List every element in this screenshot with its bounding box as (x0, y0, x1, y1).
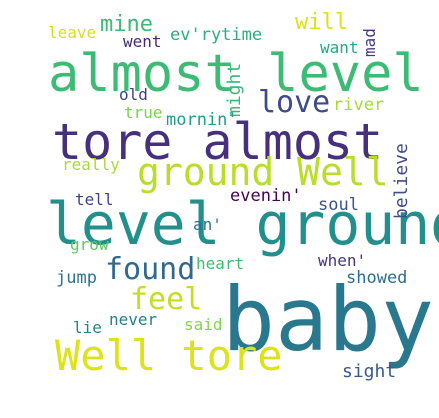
word-went: went (123, 32, 162, 51)
word-believe: believe (391, 143, 412, 219)
word-when: when' (318, 251, 367, 270)
word-grow: grow (70, 235, 109, 254)
word-feel: feel (130, 282, 203, 317)
word-mornin: mornin' (166, 110, 238, 130)
word-leave: leave (48, 23, 97, 42)
word-showed: showed (346, 268, 408, 288)
word-never: never (109, 310, 158, 329)
word-an: an' (193, 215, 222, 234)
word-will: will (295, 10, 348, 35)
word-really: really (62, 155, 120, 174)
word-almost-level: almost level (48, 44, 424, 104)
word-evenin: evenin' (230, 186, 302, 206)
word-well-tore: Well tore (55, 331, 283, 380)
word-sight: sight (342, 361, 397, 382)
word-river: river (333, 95, 385, 115)
word-mine: mine (100, 12, 153, 37)
word-old: old (119, 85, 148, 104)
word-love: love (258, 85, 331, 120)
word-jump: jump (56, 268, 97, 288)
word-tore-almost: tore almost (52, 113, 384, 171)
word-ground-well: ground Well (137, 150, 389, 194)
word-said: said (184, 315, 223, 334)
word-found: found (105, 252, 196, 287)
word-tell: tell (75, 190, 114, 209)
word-lie: lie (73, 318, 102, 337)
word-evrytime: ev'rytime (170, 25, 263, 45)
word-heart: heart (196, 254, 245, 273)
word-want: want (320, 38, 359, 57)
word-baby: baby (222, 268, 434, 371)
word-true: true (124, 103, 163, 122)
word-soul: soul (318, 195, 359, 215)
word-mad: mad (360, 28, 379, 57)
word-level-ground: level ground (46, 190, 439, 258)
